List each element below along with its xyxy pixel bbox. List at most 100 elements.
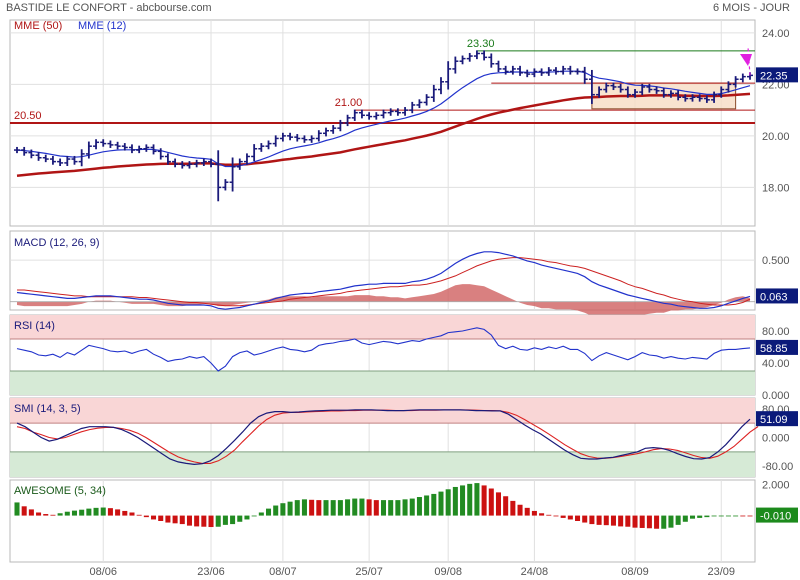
x-tick-label: 08/07 <box>269 566 297 578</box>
awesome-bar <box>711 515 717 517</box>
awesome-bar <box>481 485 487 516</box>
awesome-bar <box>359 498 365 516</box>
awesome-bar <box>395 500 401 516</box>
awesome-bar <box>107 508 113 516</box>
smi-line <box>16 409 751 466</box>
macd-last-value-badge: 0.063 <box>760 291 788 303</box>
x-tick-label: 09/08 <box>434 566 462 578</box>
price-y-tick-label: 20.00 <box>762 131 790 143</box>
awesome-bar <box>632 515 638 528</box>
awesome-bar <box>553 515 559 517</box>
awesome-bar <box>323 500 329 516</box>
awesome-bar <box>517 504 523 516</box>
macd-line <box>16 251 751 310</box>
x-tick-label: 24/08 <box>521 566 549 578</box>
awesome-bar <box>747 515 753 517</box>
smi-oversold-zone <box>10 451 755 477</box>
awesome-bar <box>129 512 135 516</box>
awesome-bar <box>266 508 272 516</box>
awesome-bar <box>273 505 279 516</box>
awesome-bar <box>71 510 78 516</box>
awesome-last-value-badge: -0.010 <box>760 511 791 523</box>
awesome-bar <box>366 499 372 516</box>
awesome-bar <box>151 515 157 520</box>
awesome-bar <box>79 509 85 516</box>
awesome-bar <box>258 512 264 516</box>
awesome-bar <box>179 515 185 525</box>
legend-awesome: AWESOME (5, 34) <box>14 485 106 497</box>
awesome-bar <box>625 515 631 527</box>
awesome-bar <box>316 500 322 516</box>
x-tick-label: 23/06 <box>197 566 225 578</box>
awesome-bar <box>143 515 149 518</box>
awesome-bar <box>639 515 645 528</box>
awesome-bar <box>567 515 573 520</box>
macd-last-value-badge-bg <box>756 288 798 304</box>
awesome-bar <box>589 515 595 525</box>
rsi-y-tick-label: 80.00 <box>762 326 790 338</box>
awesome-bar <box>86 508 92 516</box>
awesome-bar <box>251 515 257 517</box>
price-y-tick-label: 24.00 <box>762 28 790 40</box>
rsi-line <box>16 327 751 372</box>
smi-y-tick-label: 0.000 <box>762 433 790 445</box>
macd-histogram-area <box>17 284 750 318</box>
awesome-bar <box>646 515 652 529</box>
macd-y-tick-label: 0.500 <box>762 255 790 267</box>
awesome-bar <box>388 500 394 516</box>
awesome-bar <box>510 500 516 516</box>
awesome-bar <box>244 515 250 520</box>
awesome-bar <box>280 503 286 516</box>
awesome-y-tick-label: 2.000 <box>762 480 790 492</box>
awesome-bar <box>438 491 444 516</box>
awesome-bar <box>546 514 552 516</box>
awesome-bar <box>201 515 207 527</box>
awesome-bar <box>43 514 49 516</box>
awesome-bar <box>596 515 602 525</box>
annotation-label-23-30: 23.30 <box>467 38 495 50</box>
rsi-last-value-badge-bg <box>756 339 798 355</box>
awesome-bar <box>503 496 509 516</box>
x-tick-label: 08/09 <box>621 566 649 578</box>
awesome-bar <box>431 493 437 516</box>
price-last-value-badge-bg <box>756 67 798 83</box>
awesome-bar <box>186 515 192 526</box>
x-tick-label: 23/09 <box>707 566 735 578</box>
awesome-bar <box>352 498 358 516</box>
awesome-bar <box>467 483 473 516</box>
awesome-bar <box>402 499 408 516</box>
awesome-bar <box>603 515 609 526</box>
awesome-bar <box>215 515 221 527</box>
awesome-bar <box>675 515 681 525</box>
rsi-oversold-zone <box>10 371 755 395</box>
chart-header-title: BASTIDE LE CONFORT - abcbourse.com <box>6 2 212 14</box>
legend-rsi: RSI (14) <box>14 320 55 332</box>
awesome-bar <box>689 515 696 519</box>
awesome-bar <box>50 514 56 516</box>
awesome-bar <box>424 495 430 516</box>
price-y-tick-label: 18.00 <box>762 182 790 194</box>
macd-signal-line <box>17 257 751 307</box>
awesome-bar <box>100 507 106 516</box>
x-tick-label: 25/07 <box>355 566 383 578</box>
awesome-bar <box>654 515 660 529</box>
smi-last-value-badge-bg <box>756 411 798 427</box>
awesome-bar <box>725 515 731 517</box>
awesome-bar <box>495 492 501 516</box>
awesome-bar <box>115 509 121 516</box>
awesome-bar <box>539 513 545 516</box>
awesome-bar <box>416 497 422 516</box>
awesome-bar <box>682 515 688 522</box>
awesome-bar <box>14 502 20 516</box>
awesome-bar <box>28 509 34 516</box>
awesome-bar <box>460 485 466 516</box>
x-tick-label: 08/06 <box>89 566 117 578</box>
legend-ema50: MME (50) <box>14 20 62 32</box>
price-last-value-badge: 22.35 <box>760 70 788 82</box>
annotation-label-20-50: 20.50 <box>14 110 42 122</box>
awesome-bar <box>330 500 336 516</box>
awesome-bar <box>409 498 415 516</box>
awesome-bar <box>661 515 667 529</box>
legend-ema12: MME (12) <box>78 20 126 32</box>
chart-header-period: 6 MOIS - JOUR <box>712 2 790 14</box>
